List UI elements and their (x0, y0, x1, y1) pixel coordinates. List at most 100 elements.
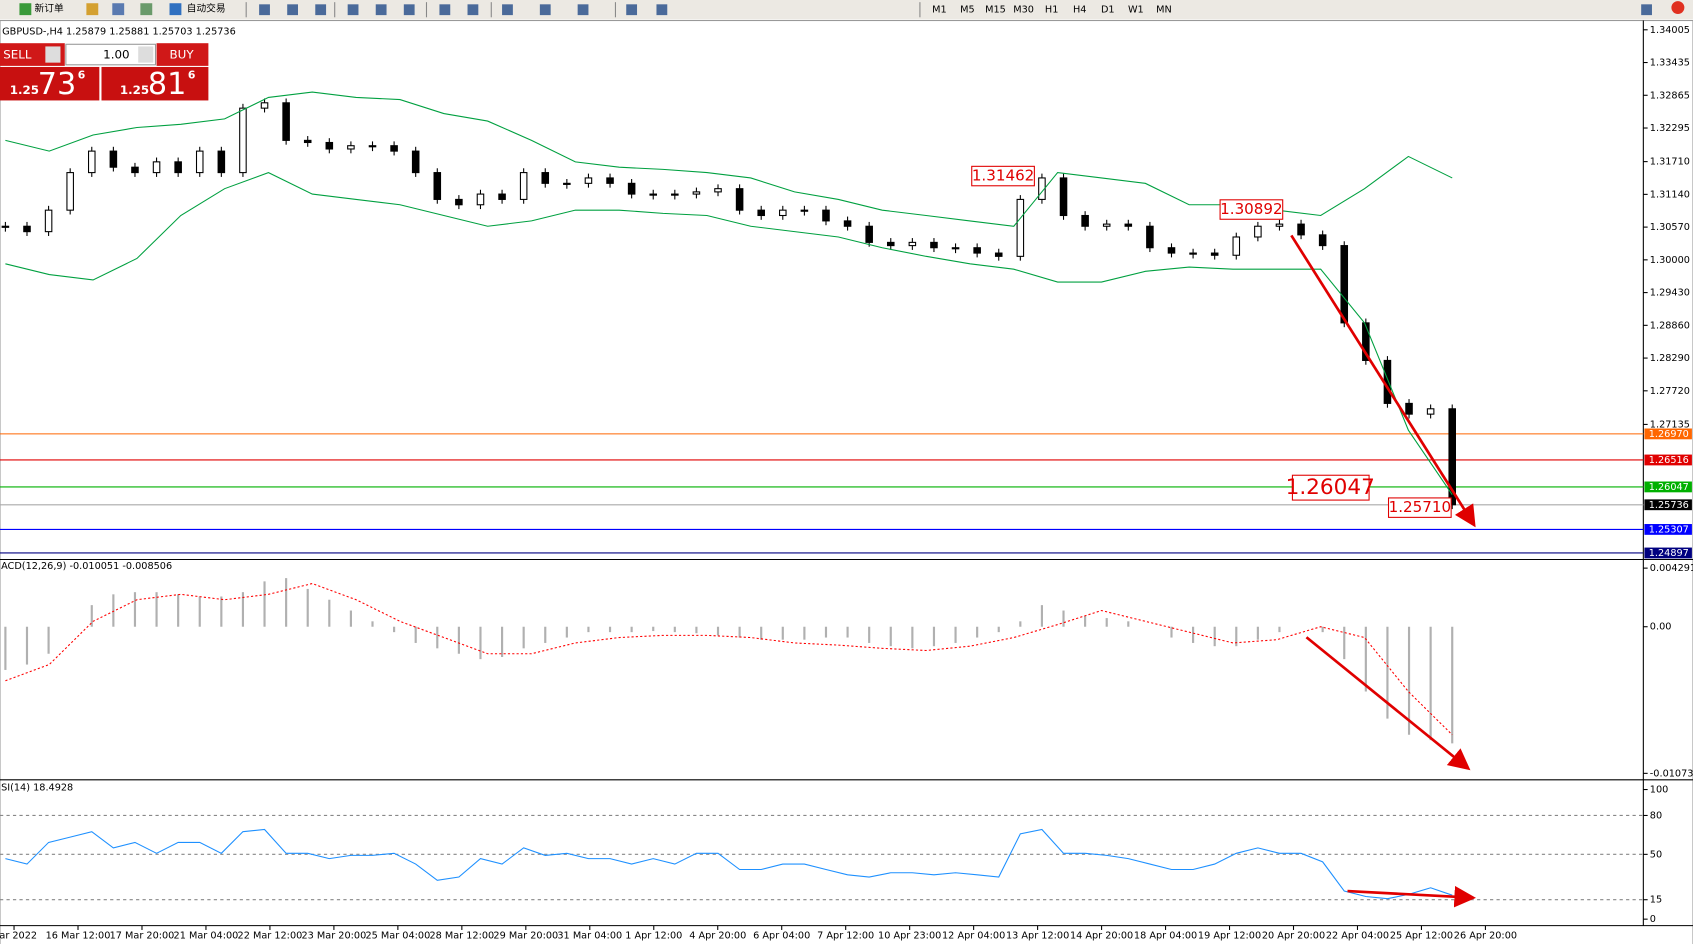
timeframe[interactable]: M5 (960, 5, 975, 16)
candle (433, 172, 442, 200)
timeframe[interactable]: H1 (1045, 5, 1058, 16)
candle (260, 102, 269, 109)
x-tick-label: 18 Apr 04:00 (1134, 930, 1197, 941)
price-level-tag (1644, 547, 1692, 559)
candle (23, 225, 31, 233)
x-tick-label: 1 Apr 12:00 (625, 930, 682, 941)
icon[interactable] (19, 3, 32, 16)
candle (1318, 234, 1327, 247)
y-tick-label: 100 (1650, 785, 1669, 796)
macd-signal (5, 582, 1453, 736)
bollinger-band (5, 91, 1453, 227)
candle (584, 177, 593, 184)
trend-arrow (1290, 234, 1476, 528)
sell-label[interactable]: SELL (3, 48, 32, 62)
trade-panel: SELL 1.00 BUY 1.25 73 6 1.25 81 6 (0, 43, 209, 102)
candle (649, 193, 658, 196)
candle (1, 225, 10, 228)
lot-up[interactable] (138, 46, 154, 63)
candle (1210, 252, 1219, 256)
buy-label[interactable]: BUY (170, 48, 195, 62)
candle (994, 252, 1003, 257)
candle (152, 161, 161, 174)
price-level-tag (1644, 428, 1692, 440)
candle (347, 145, 355, 150)
candle (519, 172, 528, 200)
candle (87, 150, 96, 174)
candle (1189, 252, 1197, 255)
candle (973, 247, 981, 254)
sell-price[interactable] (0, 66, 100, 101)
annotation-box (1219, 199, 1284, 220)
price-level-tag (1644, 481, 1692, 493)
price-level-label: 1.25736 (1649, 500, 1689, 511)
timeframe[interactable]: M30 (1013, 5, 1034, 16)
x-tick-label: 25 Apr 12:00 (1390, 930, 1453, 941)
buy-button[interactable] (156, 43, 209, 66)
auto-trading[interactable]: 自动交易 (187, 2, 226, 15)
annotations: 1.31462 1.30892 1.26047 1.25710 (971, 165, 1476, 908)
y-tick-label: 1.32295 (1650, 123, 1690, 134)
candle (239, 107, 247, 174)
y-tick-label: 1.30000 (1650, 255, 1690, 266)
lot-value[interactable]: 1.00 (103, 48, 129, 62)
icon[interactable] (112, 3, 125, 16)
candle (1275, 223, 1284, 227)
chart-title: GBPUSD-,H4 1.25879 1.25881 1.25703 1.257… (2, 26, 236, 37)
price-level-label: 1.26516 (1649, 455, 1689, 466)
candle (217, 150, 226, 174)
buy-prefix: 1.25 (120, 83, 149, 97)
timeframe[interactable]: W1 (1128, 5, 1144, 16)
toolbar-icons (259, 4, 1652, 16)
icon[interactable] (140, 3, 153, 16)
candle (195, 150, 204, 174)
candle (390, 145, 398, 152)
y-tick-label: 1.30570 (1650, 222, 1690, 233)
x-tick-label: 6 Apr 04:00 (753, 930, 810, 941)
x-tick-label: 20 Apr 20:00 (1262, 930, 1325, 941)
timeframe[interactable]: M1 (932, 5, 947, 16)
timeframe[interactable]: H4 (1073, 5, 1086, 16)
price-level-tag (1644, 524, 1692, 535)
pane-title: ACD(12,26,9) -0.010051 -0.008506 (1, 561, 172, 572)
annotation: 1.30892 (1220, 200, 1282, 218)
x-tick-label: 31 Mar 04:00 (557, 930, 622, 941)
timeframe[interactable]: D1 (1101, 5, 1115, 16)
x-tick-label: 22 Mar 12:00 (238, 930, 303, 941)
candle (1340, 245, 1349, 324)
alert-badge[interactable] (1671, 1, 1685, 15)
candle (1167, 247, 1176, 254)
trend-arrow (1305, 636, 1471, 771)
price-level-label: 1.25307 (1649, 524, 1689, 535)
buy-price[interactable] (101, 66, 209, 101)
lot-down[interactable] (45, 46, 61, 63)
candle (368, 145, 377, 148)
icon[interactable] (169, 3, 182, 16)
annotation-box (1291, 474, 1370, 501)
candle (174, 161, 182, 174)
icon[interactable] (86, 3, 99, 16)
timeframe[interactable]: MN (1156, 5, 1172, 16)
candle (1297, 223, 1305, 236)
x-tick-label: 21 Mar 04:00 (174, 930, 239, 941)
candle (131, 166, 139, 174)
candle (886, 241, 895, 247)
annotation: 1.25710 (1389, 498, 1451, 516)
candle (282, 102, 290, 141)
candle (692, 191, 701, 195)
new-order[interactable]: 新订单 (35, 2, 64, 15)
candle (1405, 402, 1413, 415)
x-tick-label: 7 Apr 12:00 (817, 930, 874, 941)
candle (325, 141, 334, 150)
lot-input[interactable] (65, 43, 157, 66)
price-level-label: 1.26047 (1649, 482, 1689, 493)
candle (411, 150, 420, 174)
candle (1059, 177, 1068, 217)
candle (44, 209, 53, 233)
timeframe[interactable]: M15 (985, 5, 1006, 16)
price-level-tag (1644, 499, 1692, 511)
candle (822, 209, 830, 222)
candle (109, 150, 118, 168)
candle (843, 220, 852, 227)
candle (735, 188, 744, 211)
